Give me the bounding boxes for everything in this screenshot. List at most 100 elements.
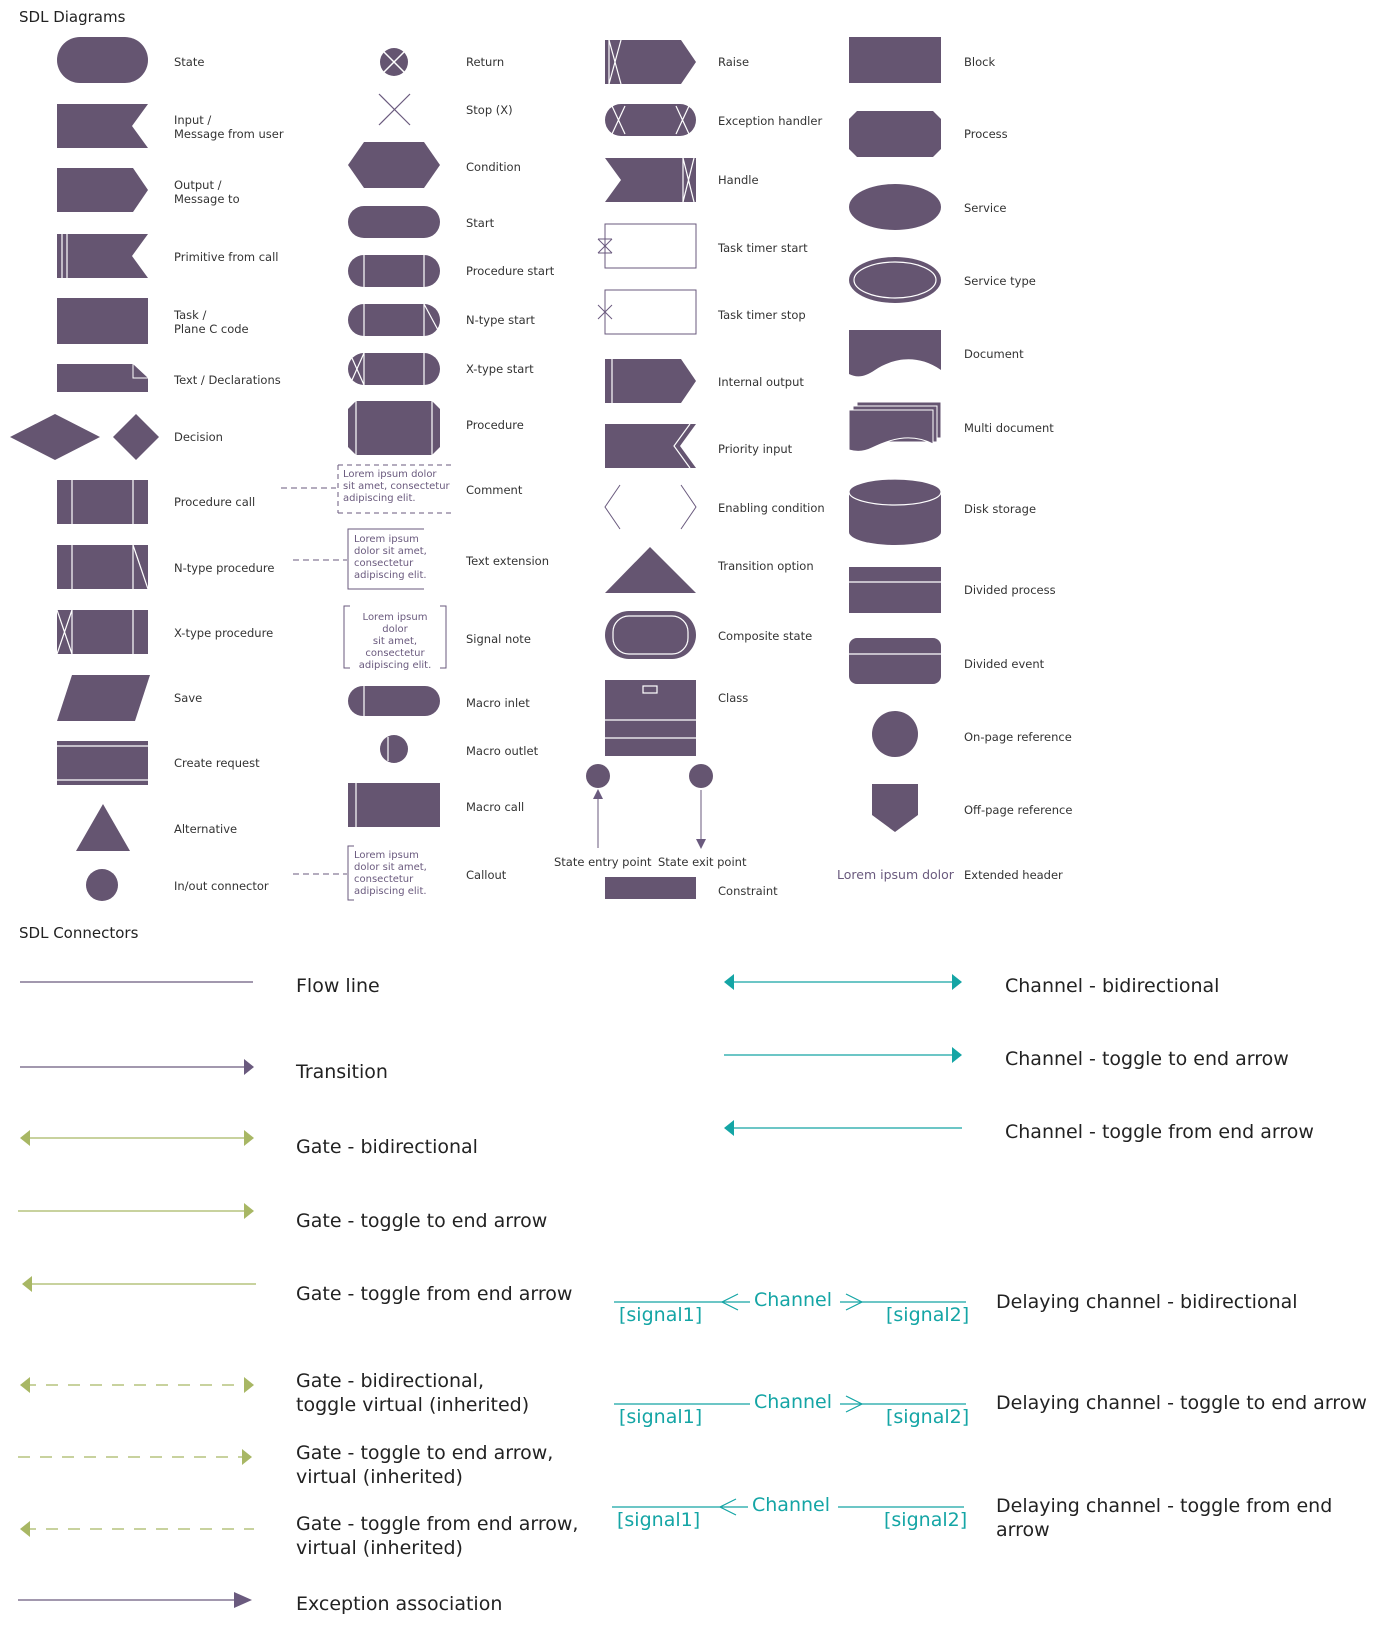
- delay-bidirectional-connector: [614, 1293, 966, 1311]
- onpage-reference-label: On-page reference: [964, 730, 1072, 744]
- state-entry-point-shape: [586, 764, 610, 788]
- primitive-label: Primitive from call: [174, 250, 279, 264]
- handle-label: Handle: [718, 173, 759, 187]
- save-label: Save: [174, 691, 203, 705]
- offpage-reference-label: Off-page reference: [964, 803, 1073, 817]
- xtype-start-label: X-type start: [466, 362, 534, 376]
- procedure-start-label: Procedure start: [466, 264, 555, 278]
- ntype-start-label: N-type start: [466, 313, 535, 327]
- composite-state-label: Composite state: [718, 629, 813, 643]
- gate-to-label: Gate - toggle to end arrow: [296, 1210, 548, 1232]
- constraint-label: Constraint: [718, 884, 778, 898]
- delay-from-channel-text: Channel: [752, 1494, 831, 1516]
- signal-note-label: Signal note: [466, 632, 531, 646]
- primitive-shape: [57, 234, 148, 278]
- return-label: Return: [466, 55, 505, 69]
- procedure-shape: [348, 401, 440, 455]
- task-timer-stop-label: Task timer stop: [718, 308, 806, 322]
- gate-bidirectional-virtual-label: Gate - bidirectional, toggle virtual (in…: [296, 1370, 530, 1416]
- class-shape: [605, 680, 696, 756]
- delay-bi-signal2: [signal2]: [886, 1304, 970, 1326]
- exception-association-connector: [18, 1592, 252, 1608]
- xtype-start-shape: [348, 352, 440, 386]
- delay-from-signal1: [signal1]: [617, 1509, 701, 1531]
- task-timer-start-label: Task timer start: [718, 241, 808, 255]
- composite-state-shape: [605, 611, 696, 659]
- transition-option-label: Transition option: [718, 559, 814, 573]
- gate-from-virtual-connector: [20, 1521, 254, 1537]
- divided-process-label: Divided process: [964, 583, 1056, 597]
- create-request-label: Create request: [174, 756, 260, 770]
- delay-to-label: Delaying channel - toggle to end arrow: [996, 1392, 1367, 1414]
- channel-from-label: Channel - toggle from end arrow: [1005, 1121, 1314, 1143]
- delay-from-label: Delaying channel - toggle from end arrow: [996, 1495, 1333, 1541]
- callout-label: Callout: [466, 868, 507, 882]
- transition-connector: [20, 1059, 254, 1075]
- gate-bidirectional-connector: [20, 1130, 254, 1146]
- macro-call-shape: [348, 783, 440, 827]
- ntype-start-shape: [348, 303, 440, 336]
- disk-storage-shape: [848, 478, 942, 545]
- comment-note: Lorem ipsum dolor sit amet, consectetur …: [343, 469, 450, 504]
- save-shape: [57, 675, 150, 721]
- disk-storage-label: Disk storage: [964, 502, 1037, 516]
- sdl-diagrams-title: SDL Diagrams: [19, 8, 126, 26]
- signal-note-text: Lorem ipsum dolor sit amet, consectetur …: [358, 612, 432, 671]
- procedure-call-label: Procedure call: [174, 495, 256, 509]
- task-timer-start-shape: [597, 223, 697, 269]
- procedure-call-shape: [57, 480, 148, 524]
- decision-shape-wide: [10, 414, 100, 460]
- gate-from-virtual-label: Gate - toggle from end arrow, virtual (i…: [296, 1513, 579, 1559]
- constraint-shape: [605, 877, 696, 899]
- divided-event-shape: [849, 638, 941, 684]
- class-label: Class: [718, 691, 749, 705]
- decision-label: Decision: [174, 430, 223, 444]
- priority-input-shape: [605, 423, 696, 469]
- multi-document-shape: [848, 401, 942, 452]
- transition-label: Transition: [296, 1061, 388, 1083]
- xtype-procedure-shape: [56, 609, 148, 655]
- service-shape: [849, 184, 941, 230]
- state-exit-point-shape: [689, 764, 713, 788]
- delay-bi-signal1: [signal1]: [619, 1304, 703, 1326]
- gate-to-virtual-label: Gate - toggle to end arrow, virtual (inh…: [296, 1442, 554, 1488]
- alternative-label: Alternative: [174, 822, 238, 836]
- document-shape: [849, 330, 941, 377]
- decision-shape-small: [113, 414, 159, 460]
- block-label: Block: [964, 55, 996, 69]
- stop-shape: [378, 93, 411, 126]
- channel-to-label: Channel - toggle to end arrow: [1005, 1048, 1289, 1070]
- comment-label: Comment: [466, 483, 523, 497]
- comment-box: [337, 464, 452, 514]
- text-extension-note: Lorem ipsum dolor sit amet, consectetur …: [354, 534, 427, 581]
- flow-line-label: Flow line: [296, 975, 380, 997]
- multi-document-label: Multi document: [964, 421, 1054, 435]
- internal-output-label: Internal output: [718, 375, 804, 389]
- output-shape: [57, 168, 148, 212]
- macro-inlet-label: Macro inlet: [466, 696, 530, 710]
- task-shape: [57, 298, 148, 344]
- start-label: Start: [466, 216, 495, 230]
- raise-label: Raise: [718, 55, 750, 69]
- exception-handler-label: Exception handler: [718, 114, 823, 128]
- enabling-condition-label: Enabling condition: [718, 501, 825, 515]
- service-label: Service: [964, 201, 1007, 215]
- input-label: Input / Message from user: [174, 113, 284, 141]
- delay-from-connector: [612, 1498, 964, 1516]
- text-extension-label: Text extension: [466, 554, 549, 568]
- state-shape: [57, 37, 148, 83]
- condition-shape: [348, 142, 440, 188]
- offpage-reference-shape: [872, 784, 918, 832]
- state-entry-point-label: State entry point: [554, 855, 652, 869]
- divided-process-shape: [849, 567, 941, 613]
- delay-to-signal1: [signal1]: [619, 1406, 703, 1428]
- alternative-shape: [76, 804, 130, 851]
- gate-bidirectional-label: Gate - bidirectional: [296, 1136, 478, 1158]
- delay-to-signal2: [signal2]: [886, 1406, 970, 1428]
- exception-handler-shape: [605, 104, 696, 136]
- internal-output-shape: [605, 359, 696, 403]
- onpage-reference-shape: [872, 711, 918, 757]
- return-shape: [380, 48, 408, 76]
- priority-input-label: Priority input: [718, 442, 793, 456]
